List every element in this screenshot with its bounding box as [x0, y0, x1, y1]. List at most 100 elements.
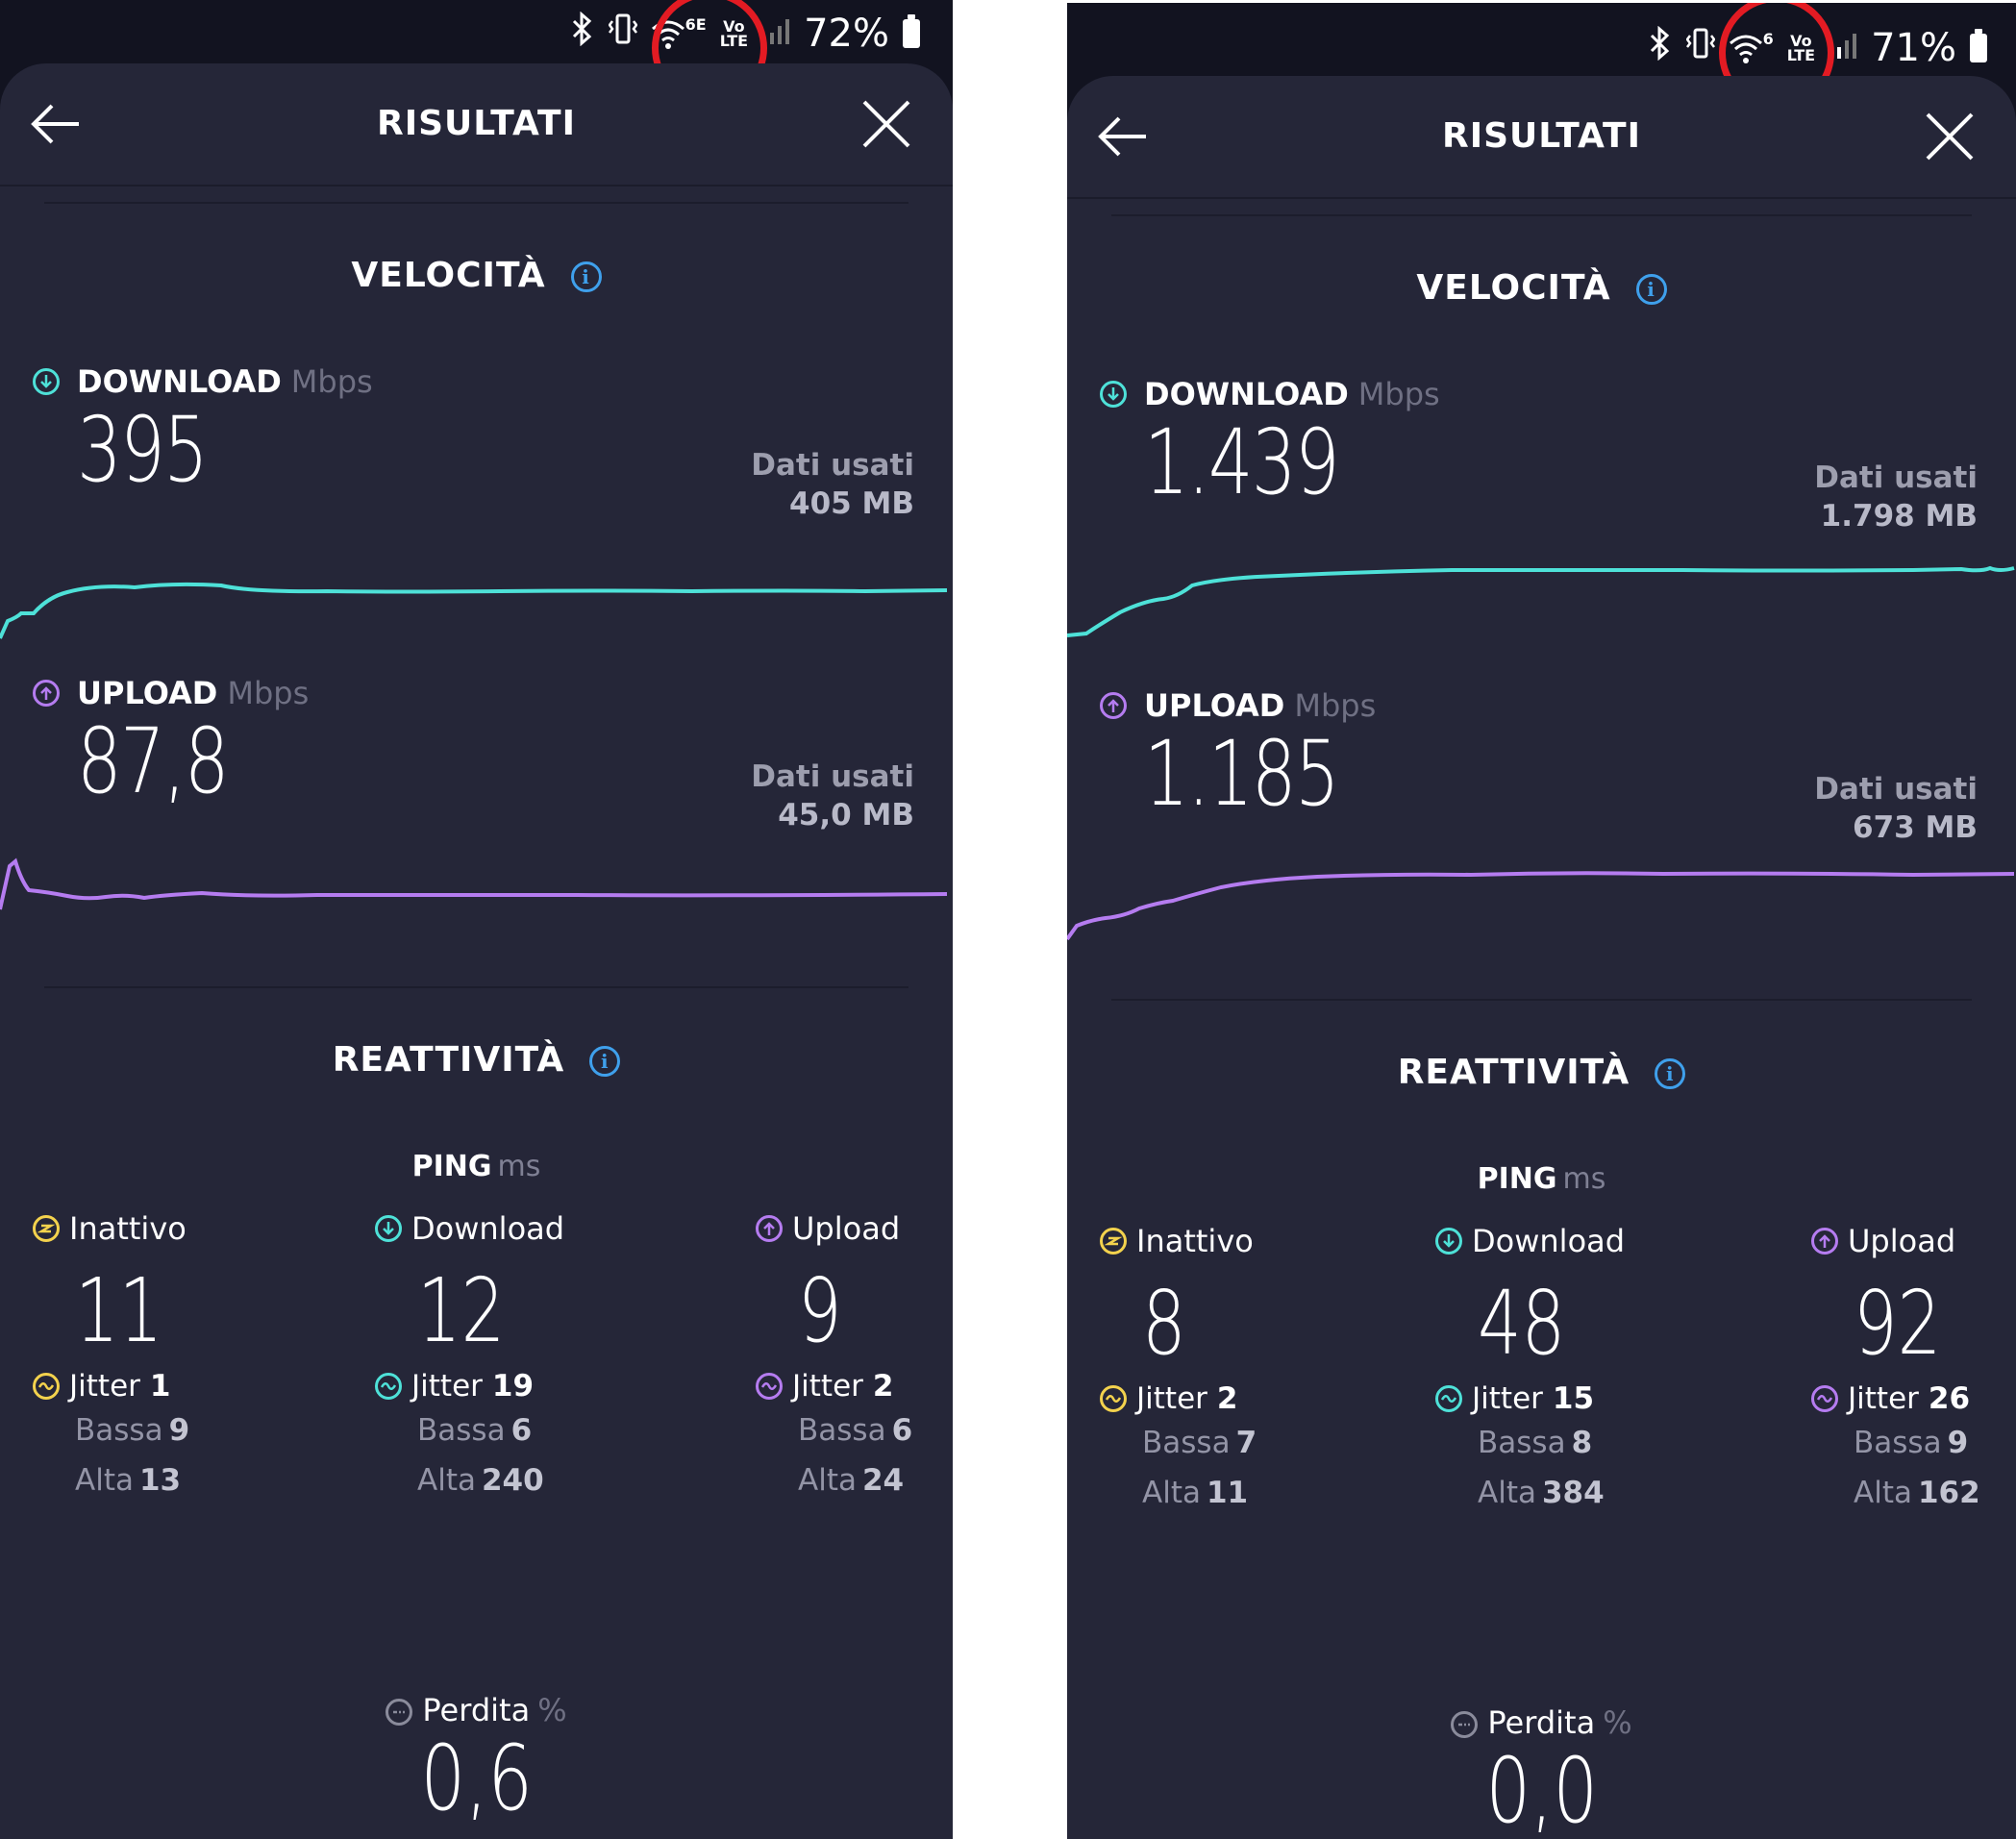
download-label-text: DOWNLOAD: [1144, 376, 1349, 412]
status-icons: 6 Vo LTE 71%: [1646, 24, 1987, 72]
ping-idle-label: Inattivo: [1100, 1222, 1388, 1260]
close-icon: [862, 100, 910, 148]
jitter-icon: [756, 1373, 783, 1400]
high-value: 11: [1206, 1476, 1249, 1510]
ping-idle-high: Alta 13: [75, 1455, 321, 1505]
upload-label: UPLOAD Mbps: [1100, 687, 1376, 724]
low-value: 6: [510, 1413, 533, 1448]
ping-idle-label: Inattivo: [33, 1209, 321, 1248]
loss-unit: %: [537, 1692, 567, 1728]
ping-download: Download 12 Jitter 19 Bassa 6 Alta 240: [375, 1209, 663, 1505]
upload-chart: [1067, 871, 2015, 941]
ping-title: PING ms: [1067, 1162, 2016, 1196]
jitter-value: 19: [491, 1369, 535, 1404]
high-value: 240: [481, 1463, 544, 1498]
upload-chart: [0, 857, 948, 910]
responsiveness-title: REATTIVITÀ: [332, 1040, 565, 1080]
info-icon[interactable]: i: [1655, 1058, 1686, 1089]
ping-upload-value: 92: [1854, 1272, 1942, 1375]
high-value: 13: [138, 1463, 182, 1498]
download-value: 395: [77, 398, 209, 503]
back-button[interactable]: [1094, 105, 1157, 168]
ping-label: PING: [411, 1150, 492, 1183]
jitter-icon: [375, 1373, 402, 1400]
upload-label-text: UPLOAD: [77, 675, 218, 711]
close-button[interactable]: [855, 92, 918, 156]
upload-unit: Mbps: [227, 675, 310, 711]
jitter-label: Jitter: [411, 1369, 483, 1404]
header: RISULTATI: [0, 63, 953, 185]
data-used-label: Dati usati: [751, 448, 914, 483]
ping-download-label: Download: [1435, 1222, 1724, 1260]
jitter-value: 1: [149, 1369, 171, 1404]
loss-unit: %: [1603, 1704, 1632, 1741]
download-chart: [1067, 565, 2015, 637]
ping-download-value: 48: [1478, 1272, 1566, 1375]
info-icon[interactable]: i: [589, 1046, 621, 1077]
ping-idle-high: Alta 11: [1142, 1468, 1388, 1518]
low-value: 7: [1235, 1426, 1257, 1460]
low-label: Bassa: [1854, 1426, 1942, 1460]
speed-section-title: VELOCITÀ i: [0, 256, 953, 295]
upload-value: 1.185: [1144, 722, 1340, 827]
speed-section-title: VELOCITÀ i: [1067, 268, 2016, 308]
download-icon: [375, 1215, 402, 1242]
data-used-label: Dati usati: [1814, 460, 1978, 495]
low-label: Bassa: [75, 1413, 163, 1448]
results-panel: RISULTATI VELOCITÀ i DOWNLOAD Mbps 1.439 …: [1067, 76, 2016, 1839]
download-label-text: DOWNLOAD: [77, 363, 282, 400]
jitter-icon: [33, 1373, 60, 1400]
loss-value-text: 0,6: [420, 1727, 533, 1831]
speedtest-screen-right: 6 Vo LTE 71% RISULTATI VELOCITÀ i: [1067, 3, 2016, 1839]
high-label: Alta: [1854, 1476, 1912, 1510]
speed-title: VELOCITÀ: [351, 256, 546, 295]
header: RISULTATI: [1067, 76, 2016, 197]
upload-icon: [1811, 1228, 1838, 1255]
battery-icon: [903, 14, 920, 48]
ping-download-high: Alta 384: [1478, 1468, 1724, 1518]
page-title: RISULTATI: [1441, 116, 1642, 156]
battery-icon: [1970, 29, 1987, 62]
upload-unit: Mbps: [1294, 687, 1377, 724]
upload-label: UPLOAD Mbps: [33, 675, 309, 711]
low-value: 8: [1571, 1426, 1593, 1460]
loss-value: 0,6: [0, 1727, 953, 1831]
ping-idle-low: Bassa 7: [1142, 1418, 1388, 1468]
ping-upload-label-text: Upload: [792, 1210, 901, 1247]
upload-label-text: UPLOAD: [1144, 687, 1285, 724]
back-arrow-icon: [31, 104, 79, 144]
data-used-value: 45,0 MB: [778, 798, 914, 833]
ping-download-jitter: Jitter 19: [375, 1367, 663, 1405]
low-label: Bassa: [1478, 1426, 1566, 1460]
ping-upload: Upload 9 Jitter 2 Bassa 6 Alta 24: [756, 1209, 948, 1505]
info-icon[interactable]: i: [570, 261, 602, 292]
ping-idle-value: 8: [1142, 1272, 1186, 1375]
loss-label: Perdita%: [0, 1692, 953, 1728]
loss-icon: [1451, 1711, 1479, 1738]
ping-idle-jitter: Jitter 1: [33, 1367, 321, 1405]
download-value: 1.439: [1144, 410, 1340, 515]
ping-idle-low: Bassa 9: [75, 1405, 321, 1455]
ping-download-label-text: Download: [411, 1210, 565, 1247]
jitter-value: 15: [1552, 1381, 1595, 1416]
ping-unit: ms: [1562, 1162, 1606, 1196]
results-panel: RISULTATI VELOCITÀ i DOWNLOAD Mbps 395 Da…: [0, 63, 953, 1839]
download-unit: Mbps: [1357, 376, 1440, 412]
idle-icon: [1100, 1228, 1127, 1255]
close-button[interactable]: [1918, 105, 1981, 168]
status-bar: 6E Vo LTE 72%: [0, 0, 953, 63]
jitter-value: 2: [1216, 1381, 1238, 1416]
info-icon[interactable]: i: [1635, 274, 1667, 305]
jitter-value: 26: [1928, 1381, 1971, 1416]
download-label: DOWNLOAD Mbps: [1100, 376, 1440, 412]
ping-idle-value: 11: [75, 1259, 163, 1362]
back-button[interactable]: [27, 92, 90, 156]
download-data-used: Dati usati 1.798 MB: [1814, 459, 1978, 535]
ping-upload-low: Bassa 9: [1854, 1418, 2013, 1468]
data-used-label: Dati usati: [1814, 772, 1978, 807]
upload-icon: [756, 1215, 783, 1242]
data-used-value: 1.798 MB: [1820, 499, 1978, 534]
ping-idle: Inattivo 8 Jitter 2 Bassa 7 Alta 11: [1100, 1222, 1388, 1518]
ping-idle-label-text: Inattivo: [1136, 1223, 1254, 1259]
ping-download-value: 12: [417, 1259, 506, 1362]
